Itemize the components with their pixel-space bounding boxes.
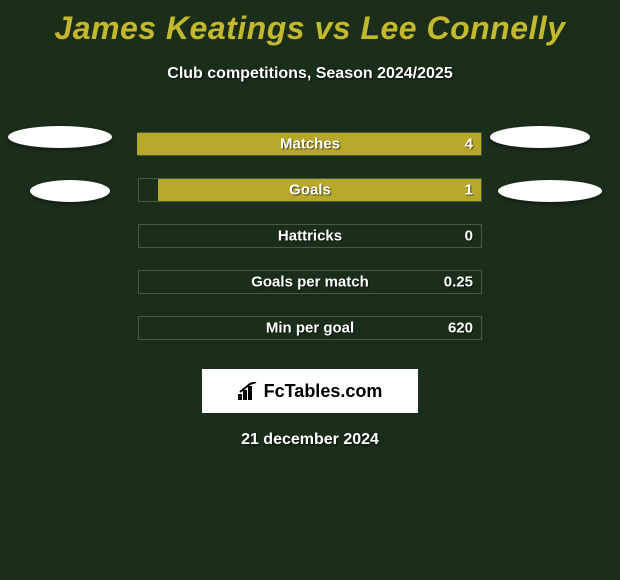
- subtitle: Club competitions, Season 2024/2025: [0, 65, 620, 83]
- stat-row: Matches 4: [0, 121, 620, 167]
- stat-label: Min per goal: [266, 320, 354, 337]
- stat-value: 4: [465, 136, 473, 153]
- comparison-chart: Matches 4 Goals 1 Hattricks 0 Goals per …: [0, 121, 620, 351]
- stat-label: Goals: [289, 182, 331, 199]
- stat-row: Hattricks 0: [0, 213, 620, 259]
- stat-row: Min per goal 620: [0, 305, 620, 351]
- stat-value: 620: [448, 320, 473, 337]
- stat-bar: Min per goal 620: [138, 316, 482, 340]
- stat-value: 0.25: [444, 274, 473, 291]
- stat-label: Goals per match: [251, 274, 369, 291]
- stat-label: Hattricks: [278, 228, 342, 245]
- stat-row: Goals per match 0.25: [0, 259, 620, 305]
- stat-bar: Matches 4: [138, 132, 482, 156]
- stat-bar: Goals per match 0.25: [138, 270, 482, 294]
- stat-row: Goals 1: [0, 167, 620, 213]
- date-label: 21 december 2024: [0, 431, 620, 449]
- stat-label: Matches: [280, 136, 340, 153]
- fctables-logo: FcTables.com: [202, 369, 418, 413]
- stat-bar: Goals 1: [138, 178, 482, 202]
- stat-value: 0: [465, 228, 473, 245]
- chart-icon: [238, 382, 260, 400]
- logo-text: FcTables.com: [264, 381, 383, 402]
- stat-value: 1: [465, 182, 473, 199]
- stat-bar: Hattricks 0: [138, 224, 482, 248]
- page-title: James Keatings vs Lee Connelly: [0, 0, 620, 47]
